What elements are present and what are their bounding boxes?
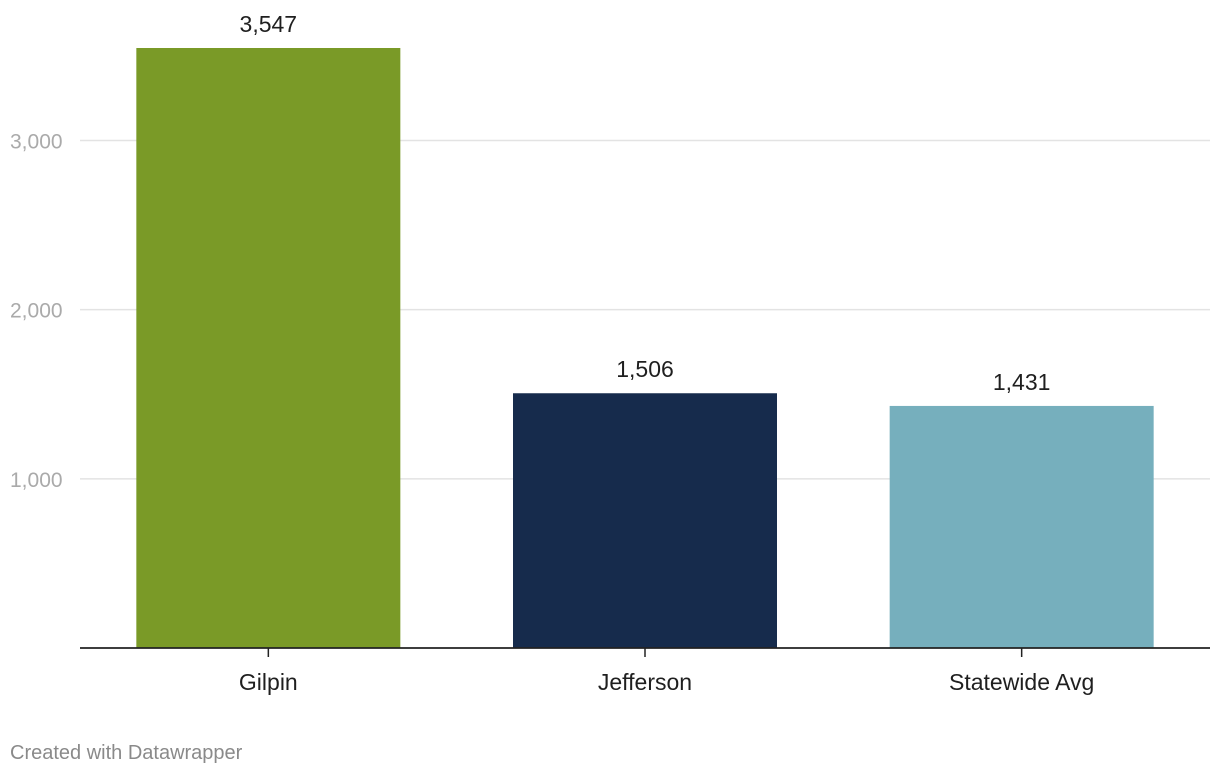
bar xyxy=(136,48,401,648)
labels: 3,547 Gilpin 1,506 Jefferson 1,431 Statewide … xyxy=(239,11,1094,695)
bars xyxy=(136,48,1154,648)
x-axis xyxy=(80,647,1210,657)
bar xyxy=(513,393,777,648)
category-label: Gilpin xyxy=(239,669,298,695)
category-label: Statewide Avg xyxy=(949,669,1094,695)
y-tick-label: 2,000 xyxy=(10,300,63,323)
credit-text: Created with Datawrapper xyxy=(10,742,243,764)
value-label: 3,547 xyxy=(240,11,298,37)
y-tick-label: 1,000 xyxy=(10,469,63,492)
bar xyxy=(889,405,1154,648)
y-tick-label: 3,000 xyxy=(10,131,63,154)
value-label: 1,506 xyxy=(616,356,674,382)
category-label: Jefferson xyxy=(598,669,692,695)
value-label: 1,431 xyxy=(993,369,1051,395)
